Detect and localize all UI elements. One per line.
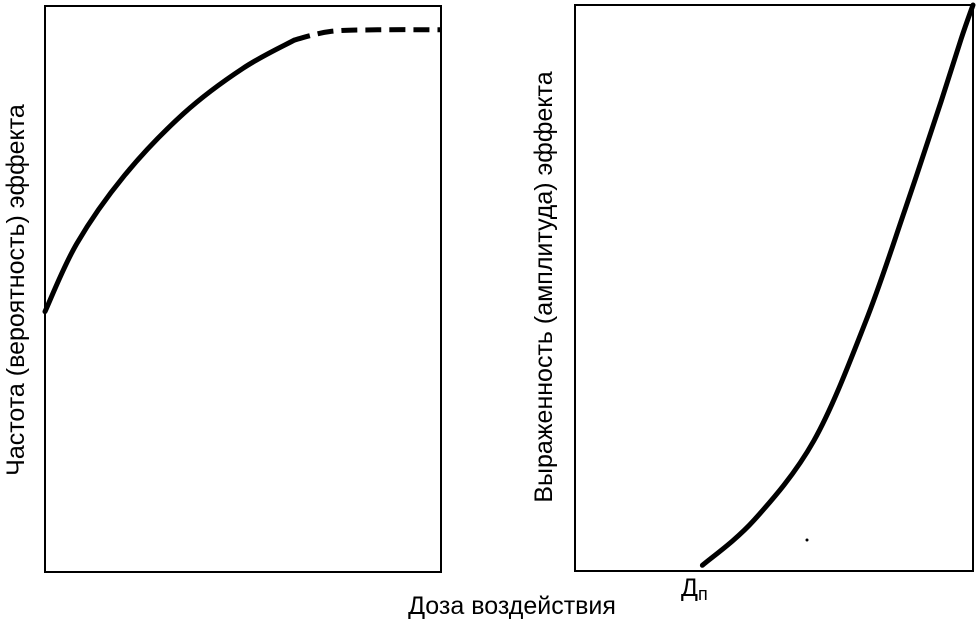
right-plot-frame	[574, 4, 974, 572]
threshold-label: Дп	[681, 574, 708, 604]
threshold-label-main: Д	[681, 574, 698, 602]
amplitude-chart: Выраженность (амплитуда) эффекта	[530, 2, 976, 572]
threshold-label-subscript: п	[698, 584, 708, 604]
right-solid-series-line	[699, 2, 976, 568]
probability-chart: Частота (вероятность) эффекта	[2, 5, 442, 573]
right-y-axis-label: Выраженность (амплитуда) эффекта	[530, 71, 558, 502]
x-axis-label: Доза воздействия	[408, 592, 616, 619]
left-solid-series-line	[42, 37, 297, 315]
left-plot-frame	[44, 5, 442, 573]
left-y-axis-label: Частота (вероятность) эффекта	[2, 104, 30, 476]
left-dashed-series-line	[293, 27, 442, 43]
print-speck	[805, 538, 809, 542]
